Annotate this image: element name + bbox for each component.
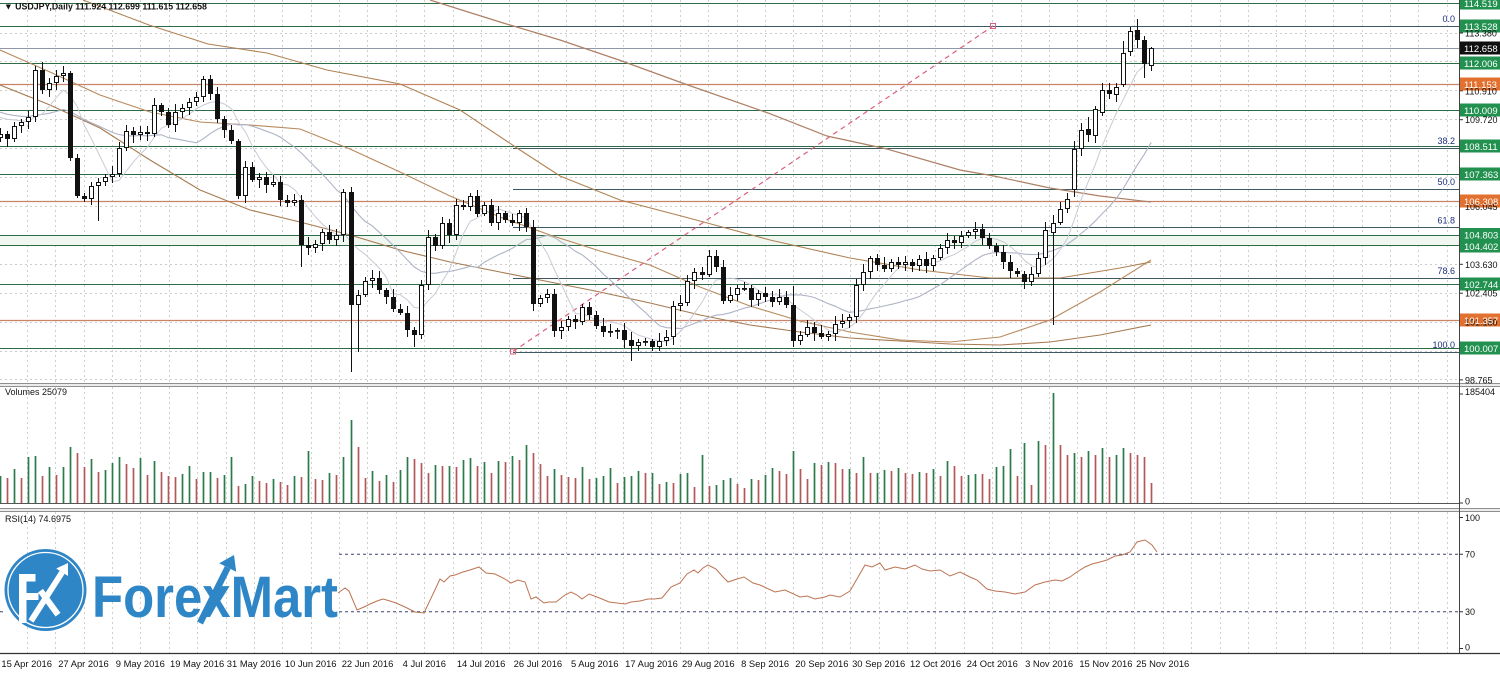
svg-text:70: 70 xyxy=(1465,550,1475,560)
svg-text:27 Apr 2016: 27 Apr 2016 xyxy=(58,658,109,669)
svg-text:110.910: 110.910 xyxy=(1465,86,1497,96)
svg-text:25 Nov 2016: 25 Nov 2016 xyxy=(1136,658,1189,669)
svg-text:0: 0 xyxy=(1465,643,1470,653)
svg-text:15 Nov 2016: 15 Nov 2016 xyxy=(1079,658,1132,669)
svg-text:61.8: 61.8 xyxy=(1437,216,1455,226)
svg-text:98.765: 98.765 xyxy=(1465,375,1493,385)
svg-text:0: 0 xyxy=(1465,497,1470,507)
svg-text:110.009: 110.009 xyxy=(1464,106,1498,117)
svg-text:114.519: 114.519 xyxy=(1464,0,1498,10)
svg-text:104.803: 104.803 xyxy=(1464,230,1498,241)
svg-text:102.405: 102.405 xyxy=(1465,289,1498,299)
svg-text:101.357: 101.357 xyxy=(1464,316,1498,327)
svg-text:▼ USDJPY,Daily 111.924 112.69: ▼ USDJPY,Daily 111.924 112.699 111.615 1… xyxy=(4,2,207,12)
svg-text:Volumes 25079: Volumes 25079 xyxy=(5,387,67,397)
svg-text:100.007: 100.007 xyxy=(1464,344,1498,355)
svg-text:14 Jul 2016: 14 Jul 2016 xyxy=(457,658,505,669)
svg-text:100: 100 xyxy=(1465,513,1480,523)
svg-text:38.2: 38.2 xyxy=(1437,136,1455,146)
svg-text:RSI(14) 74.6975: RSI(14) 74.6975 xyxy=(5,514,71,524)
svg-text:22 Jun 2016: 22 Jun 2016 xyxy=(342,658,394,669)
svg-text:10 Jun 2016: 10 Jun 2016 xyxy=(285,658,337,669)
svg-text:106.308: 106.308 xyxy=(1464,197,1498,208)
svg-text:78.6: 78.6 xyxy=(1437,266,1455,276)
svg-text:9 May 2016: 9 May 2016 xyxy=(116,658,165,669)
svg-text:26 Jul 2016: 26 Jul 2016 xyxy=(514,658,562,669)
svg-text:29 Aug 2016: 29 Aug 2016 xyxy=(682,658,735,669)
svg-text:106.045: 106.045 xyxy=(1465,202,1498,212)
svg-text:30 Sep 2016: 30 Sep 2016 xyxy=(852,658,905,669)
svg-text:103.630: 103.630 xyxy=(1465,260,1498,270)
svg-text:19 May 2016: 19 May 2016 xyxy=(170,658,224,669)
svg-text:0.0: 0.0 xyxy=(1442,14,1455,24)
svg-text:112.006: 112.006 xyxy=(1464,59,1498,70)
svg-text:113.380: 113.380 xyxy=(1465,29,1497,39)
svg-text:102.744: 102.744 xyxy=(1464,280,1498,291)
svg-text:17 Aug 2016: 17 Aug 2016 xyxy=(625,658,678,669)
svg-text:185404: 185404 xyxy=(1465,387,1495,397)
svg-text:50.0: 50.0 xyxy=(1437,177,1455,187)
svg-text:108.511: 108.511 xyxy=(1464,142,1498,153)
svg-text:109.720: 109.720 xyxy=(1465,115,1498,125)
svg-text:5 Aug 2016: 5 Aug 2016 xyxy=(571,658,618,669)
svg-text:4 Jul 2016: 4 Jul 2016 xyxy=(403,658,446,669)
svg-text:15 Apr 2016: 15 Apr 2016 xyxy=(1,658,52,669)
svg-text:101.180: 101.180 xyxy=(1465,318,1498,328)
svg-text:8 Sep 2016: 8 Sep 2016 xyxy=(741,658,789,669)
svg-text:20 Sep 2016: 20 Sep 2016 xyxy=(795,658,848,669)
svg-text:100.0: 100.0 xyxy=(1432,340,1455,350)
svg-text:112.658: 112.658 xyxy=(1464,44,1498,55)
svg-text:30: 30 xyxy=(1465,607,1475,617)
svg-text:113.528: 113.528 xyxy=(1464,22,1498,33)
svg-text:3 Nov 2016: 3 Nov 2016 xyxy=(1025,658,1073,669)
svg-text:111.153: 111.153 xyxy=(1464,80,1497,91)
svg-text:24 Oct 2016: 24 Oct 2016 xyxy=(967,658,1018,669)
svg-text:12 Oct 2016: 12 Oct 2016 xyxy=(910,658,961,669)
svg-text:31 May 2016: 31 May 2016 xyxy=(227,658,281,669)
svg-text:104.402: 104.402 xyxy=(1464,242,1498,253)
svg-text:107.363: 107.363 xyxy=(1464,170,1498,181)
